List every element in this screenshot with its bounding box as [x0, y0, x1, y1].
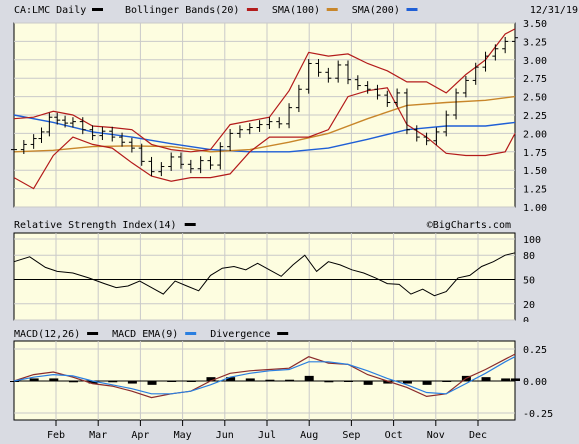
price-panel: CA:LMC Daily Bollinger Bands(20) SMA(100) S…	[11, 5, 578, 214]
price-y-tick-label: 3.25	[523, 37, 547, 48]
price-y-tick-label: 2.25	[523, 111, 547, 122]
macd-y-tick-label: 0.25	[523, 345, 547, 356]
price-y-tick-label: 1.00	[523, 203, 547, 214]
rsi-legend-swatch	[184, 223, 196, 226]
price-y-tick-label: 1.75	[523, 148, 547, 159]
price-y-tick-label: 3.00	[523, 56, 547, 67]
date-label: 12/31/19	[530, 5, 578, 16]
price-y-tick-label: 3.50	[523, 19, 547, 30]
macd-y-tick-label: -0.25	[523, 409, 553, 420]
bollinger-lower-line	[13, 87, 516, 190]
bollinger-upper-line	[13, 28, 516, 153]
divergence-bar	[511, 378, 520, 381]
x-tick-label: Oct	[385, 430, 403, 441]
rsi-y-tick-label: 0	[523, 316, 529, 327]
divergence-bar	[422, 381, 432, 385]
divergence-bar	[363, 381, 373, 385]
price-legend-swatch	[326, 8, 338, 11]
macd-legend-swatch	[87, 332, 99, 335]
macd-legend-swatch	[277, 332, 289, 335]
rsi-line	[13, 252, 516, 297]
divergence-bar	[501, 378, 511, 381]
macd-line	[13, 353, 516, 399]
price-y-tick-label: 2.75	[523, 74, 547, 85]
price-legend-swatch	[406, 8, 418, 11]
price-y-tick-label: 1.50	[523, 166, 547, 177]
sma200-line	[13, 114, 516, 153]
divergence-bar	[285, 379, 295, 381]
divergence-bar	[265, 379, 275, 381]
x-tick-label: May	[174, 430, 192, 441]
symbol-label: CA:LMC Daily	[14, 5, 86, 16]
price-y-tick-label: 2.50	[523, 93, 547, 104]
macd-legend-swatch	[185, 332, 197, 335]
x-tick-label: Jun	[216, 430, 234, 441]
price-legend-label: Bollinger Bands(20)	[125, 5, 239, 16]
macd-legend-label: MACD EMA(9)	[112, 329, 178, 340]
price-legend-label: SMA(200)	[352, 5, 400, 16]
price-legend-label: SMA(100)	[272, 5, 320, 16]
divergence-bar	[49, 378, 59, 381]
x-tick-label: Apr	[131, 430, 149, 441]
divergence-bar	[481, 377, 491, 381]
macd-header-bg	[0, 322, 579, 341]
rsi-header-bg	[0, 213, 579, 233]
watermark: ©BigCharts.com	[427, 220, 511, 231]
x-tick-label: Sep	[342, 430, 360, 441]
rsi-legend-label: Relative Strength Index(14)	[14, 220, 177, 231]
x-tick-label: Mar	[89, 430, 107, 441]
price-y-tick-label: 2.00	[523, 129, 547, 140]
rsi-y-tick-label: 20	[523, 300, 535, 311]
price-y-tick-label: 1.25	[523, 185, 547, 196]
divergence-bar	[226, 377, 236, 381]
rsi-y-tick-label: 80	[523, 251, 535, 262]
divergence-bar	[304, 375, 314, 381]
divergence-bar	[383, 381, 393, 384]
macd-panel: MACD(12,26) MACD EMA(9) Divergence 0.25 0.00…	[0, 322, 579, 421]
macd-legend-label: Divergence	[210, 329, 270, 340]
rsi-plot-area	[13, 232, 516, 321]
divergence-bar	[147, 381, 157, 385]
rsi-y-tick-label: 50	[523, 276, 535, 287]
x-axis: Feb Mar Apr May Jun Jul Aug Sep Oct Nov Dec	[47, 420, 487, 441]
macd-y-tick-label: 0.00	[523, 377, 547, 388]
rsi-panel: Relative Strength Index(14) 100 80 50 20 0 ©Bi…	[0, 213, 579, 327]
macd-legend-label: MACD(12,26)	[14, 329, 80, 340]
divergence-bar	[127, 381, 137, 384]
sma100-line	[13, 95, 516, 153]
x-tick-label: Aug	[300, 430, 318, 441]
divergence-bar	[402, 381, 412, 384]
divergence-bar	[206, 377, 216, 381]
x-tick-label: Jul	[258, 430, 276, 441]
macd-ema-line	[13, 356, 516, 395]
divergence-bar	[88, 381, 98, 384]
x-tick-label: Nov	[427, 430, 445, 441]
divergence-bar	[29, 378, 39, 381]
rsi-y-tick-label: 100	[523, 235, 541, 246]
x-tick-label: Dec	[469, 430, 487, 441]
x-tick-label: Feb	[47, 430, 65, 441]
price-legend-swatch	[92, 8, 103, 11]
divergence-bar	[324, 381, 334, 383]
divergence-bar	[68, 381, 78, 383]
divergence-bar	[245, 378, 255, 381]
divergence-bar	[108, 381, 118, 383]
price-legend-swatch	[246, 8, 258, 11]
